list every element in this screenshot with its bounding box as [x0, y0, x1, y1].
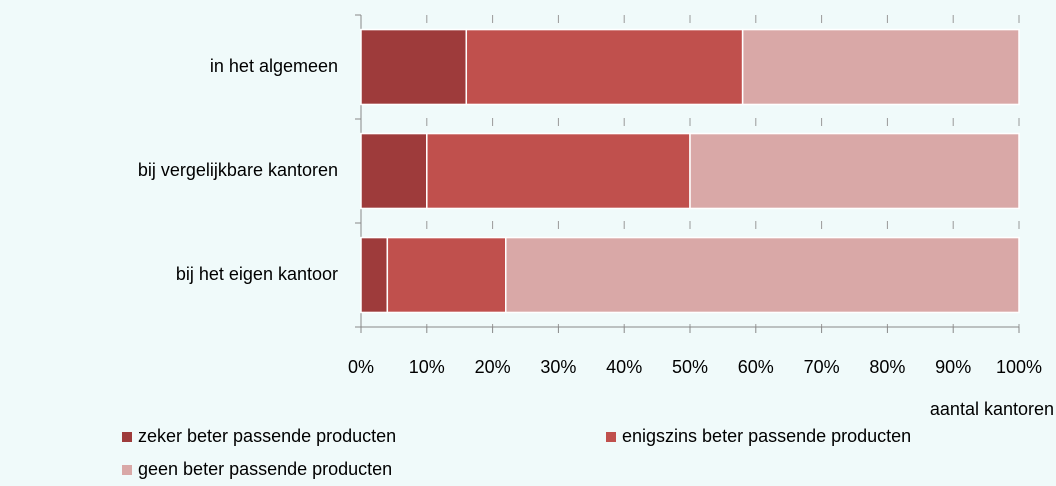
y-tick-label: bij het eigen kantoor [176, 264, 338, 284]
legend-label: enigszins beter passende producten [622, 426, 911, 446]
bar-segment [360, 236, 389, 314]
x-tick-label: 0% [348, 357, 374, 377]
x-tick-label: 80% [869, 357, 905, 377]
legend-swatch [606, 432, 616, 442]
x-tick-label: 30% [540, 357, 576, 377]
y-tick-label: bij vergelijkbare kantoren [138, 160, 338, 180]
bar-segment [386, 236, 507, 314]
y-tick-label: in het algemeen [210, 56, 338, 76]
legend-label: zeker beter passende producten [138, 426, 396, 446]
bar-segment [505, 236, 1020, 314]
x-axis-label: aantal kantoren [930, 399, 1054, 419]
legend-label: geen beter passende producten [138, 459, 392, 479]
x-tick-label: 40% [606, 357, 642, 377]
bar-segment [360, 28, 468, 106]
x-tick-label: 10% [409, 357, 445, 377]
x-tick-label: 90% [935, 357, 971, 377]
x-tick-label: 20% [475, 357, 511, 377]
bar-segment [741, 28, 1020, 106]
x-tick-label: 100% [996, 357, 1042, 377]
legend-swatch [122, 465, 132, 475]
bar-segment [360, 132, 428, 210]
bar-segment [689, 132, 1020, 210]
bar-segment [465, 28, 744, 106]
x-tick-label: 50% [672, 357, 708, 377]
bar-segment [426, 132, 691, 210]
x-tick-label: 70% [804, 357, 840, 377]
legend-swatch [122, 432, 132, 442]
x-tick-label: 60% [738, 357, 774, 377]
